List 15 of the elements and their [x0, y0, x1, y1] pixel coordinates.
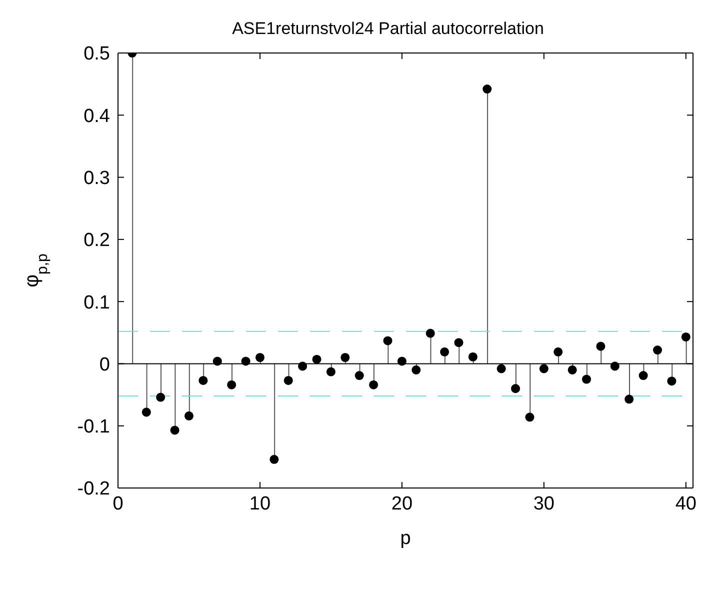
- x-tick-label: 30: [533, 493, 554, 514]
- y-tick-label: -0.2: [77, 478, 110, 500]
- chart-title: ASE1returnstvol24 Partial autocorrelation: [232, 19, 544, 38]
- x-axis-title: p: [400, 528, 411, 549]
- x-tick-label: 40: [675, 493, 696, 514]
- x-tick-label: 20: [391, 493, 413, 514]
- x-tick-label: 10: [249, 493, 271, 514]
- y-tick-label: 0.4: [84, 106, 110, 127]
- y-tick-label: 0: [99, 354, 110, 376]
- y-tick-label: 0.1: [84, 292, 110, 314]
- y-tick-label: 0.3: [84, 168, 110, 190]
- y-tick-label: 0.5: [84, 44, 110, 65]
- x-tick-label: 0: [112, 493, 124, 514]
- y-tick-label: -0.1: [77, 416, 110, 438]
- y-tick-label: 0.2: [84, 230, 110, 252]
